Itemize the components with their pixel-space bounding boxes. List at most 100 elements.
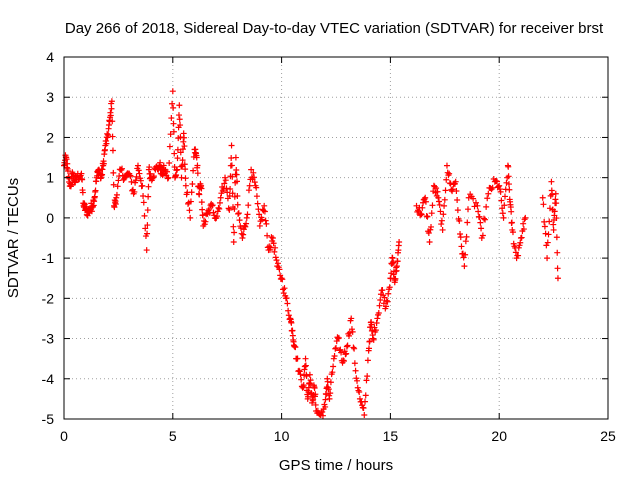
- data-point: [107, 112, 114, 119]
- data-point: [322, 396, 329, 403]
- data-point: [280, 290, 287, 297]
- data-point: [268, 234, 275, 241]
- data-point: [446, 170, 453, 177]
- data-point: [128, 178, 135, 185]
- data-point: [427, 226, 434, 233]
- data-point: [231, 229, 238, 236]
- data-point: [369, 335, 376, 342]
- data-point: [326, 395, 333, 402]
- data-point: [443, 162, 450, 169]
- data-point: [539, 194, 546, 201]
- data-point: [127, 173, 134, 180]
- data-point: [136, 170, 143, 177]
- data-point: [145, 183, 152, 190]
- data-point: [226, 193, 233, 200]
- data-point: [186, 207, 193, 214]
- data-point: [499, 210, 506, 217]
- data-point: [187, 198, 194, 205]
- data-point: [518, 234, 525, 241]
- data-point: [354, 377, 361, 384]
- data-point: [376, 302, 383, 309]
- data-point: [368, 321, 375, 328]
- data-point: [232, 154, 239, 161]
- data-point: [231, 205, 238, 212]
- data-point: [550, 226, 557, 233]
- data-point: [246, 182, 253, 189]
- data-point: [311, 384, 318, 391]
- data-point: [280, 286, 287, 293]
- data-point: [420, 199, 427, 206]
- data-point: [168, 115, 175, 122]
- data-point: [499, 205, 506, 212]
- data-point: [118, 167, 125, 174]
- data-point: [482, 216, 489, 223]
- data-point: [235, 210, 242, 217]
- data-point: [99, 171, 106, 178]
- data-point: [243, 214, 250, 221]
- data-point: [225, 205, 232, 212]
- data-point: [174, 146, 181, 153]
- data-point: [439, 226, 446, 233]
- data-point: [92, 187, 99, 194]
- data-point: [442, 187, 449, 194]
- data-point: [114, 183, 121, 190]
- data-point: [272, 254, 279, 261]
- data-point: [253, 184, 260, 191]
- data-point: [284, 300, 291, 307]
- data-point: [464, 219, 471, 226]
- data-point: [235, 210, 242, 217]
- data-point: [441, 196, 448, 203]
- data-point: [521, 216, 528, 223]
- data-point: [199, 206, 206, 213]
- data-point: [224, 189, 231, 196]
- data-point: [285, 312, 292, 319]
- data-point: [342, 351, 349, 358]
- axis-ticks: 0 5 10 15 20 25 -5 -4 -3 -2 -1 0 1 2 3 4: [42, 49, 616, 444]
- data-point: [390, 259, 397, 266]
- data-point: [230, 223, 237, 230]
- data-point: [372, 327, 379, 334]
- data-point: [228, 142, 235, 149]
- data-point: [554, 275, 561, 282]
- data-point: [512, 249, 519, 256]
- data-point: [250, 169, 257, 176]
- data-point: [165, 174, 172, 181]
- y-tick-label: -5: [42, 411, 55, 427]
- y-axis-label: SDTVAR / TECUs: [5, 178, 22, 298]
- data-point: [549, 191, 556, 198]
- data-point: [333, 345, 339, 352]
- data-point: [540, 201, 547, 208]
- data-point: [144, 222, 151, 229]
- data-point: [517, 239, 524, 246]
- y-tick-label: 2: [46, 129, 54, 145]
- data-point: [269, 235, 276, 241]
- data-point: [428, 223, 435, 230]
- data-point: [360, 404, 367, 411]
- data-point: [541, 218, 548, 225]
- data-point: [208, 202, 215, 209]
- data-point: [210, 209, 217, 216]
- data-point: [335, 334, 342, 341]
- data-point: [457, 234, 464, 241]
- data-point: [386, 284, 393, 291]
- data-point: [108, 98, 115, 105]
- data-point: [335, 335, 342, 342]
- data-point: [144, 230, 151, 237]
- data-point: [103, 140, 110, 147]
- data-point: [364, 357, 371, 364]
- x-tick-label: 15: [383, 428, 399, 444]
- data-point: [228, 162, 235, 169]
- data-point: [379, 287, 386, 294]
- data-point: [300, 382, 307, 389]
- data-point: [177, 149, 184, 156]
- data-point: [181, 134, 188, 141]
- data-point: [470, 195, 477, 202]
- data-point: [322, 403, 329, 410]
- data-point: [334, 334, 341, 341]
- x-axis-label: GPS time / hours: [279, 457, 393, 474]
- data-point: [443, 176, 450, 183]
- data-point: [217, 194, 224, 201]
- data-point: [366, 338, 373, 345]
- data-point: [500, 214, 507, 221]
